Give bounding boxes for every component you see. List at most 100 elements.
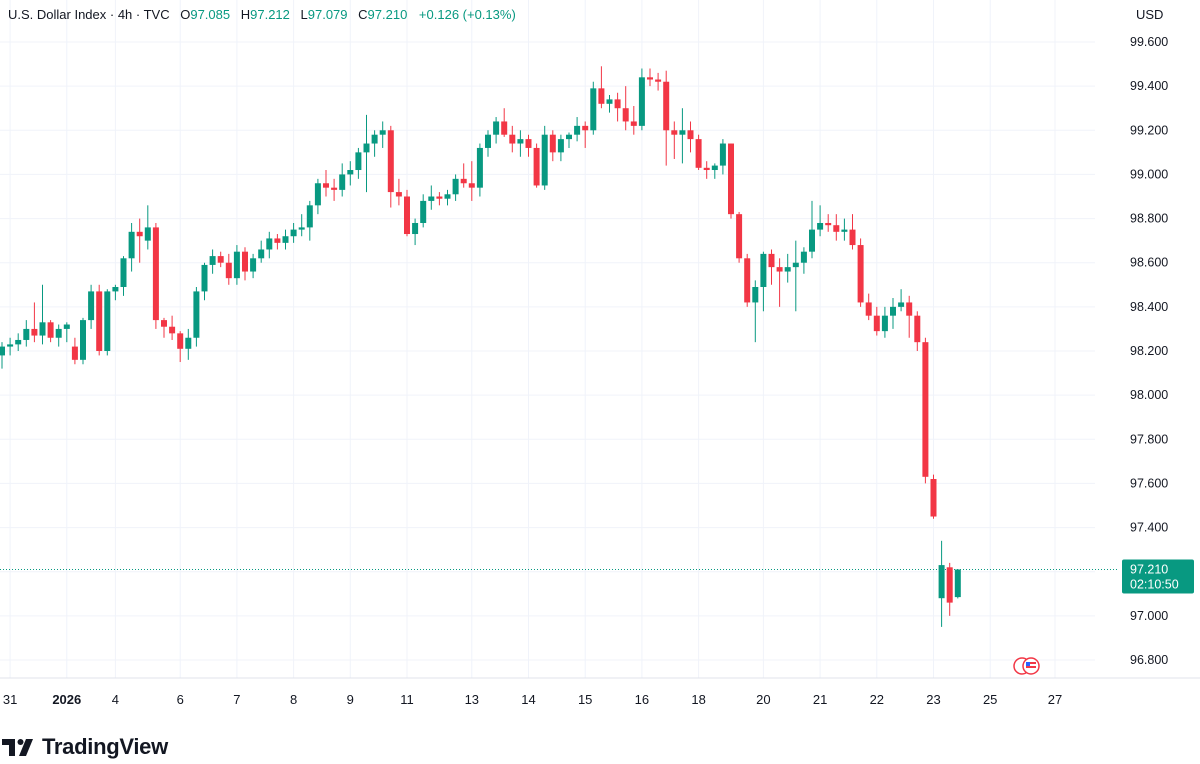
candle [88, 284, 95, 329]
candle-body [468, 183, 475, 188]
candle [404, 189, 410, 237]
candle-body [630, 121, 637, 126]
open-label: O [180, 7, 191, 22]
x-tick-label: 14 [521, 692, 535, 707]
candle-body [760, 253, 767, 287]
candle [760, 251, 767, 312]
currency-label[interactable]: USD [1136, 7, 1164, 22]
candle-body [104, 291, 111, 351]
candle-body [493, 121, 500, 135]
candle [663, 70, 670, 166]
tradingview-logo[interactable]: TradingView [2, 732, 168, 762]
candle [420, 194, 427, 228]
candle-body [954, 569, 961, 598]
candle-body [906, 302, 913, 316]
candle [898, 289, 905, 312]
candle-body [298, 227, 305, 230]
candle [768, 249, 775, 285]
candle [728, 143, 734, 219]
candle [31, 302, 38, 343]
candle-body [817, 222, 824, 230]
candle [290, 222, 297, 243]
price-label-countdown: 02:10:50 [1130, 578, 1179, 592]
candle [444, 189, 451, 206]
candle [47, 320, 54, 343]
candle-body [938, 565, 945, 599]
candle [412, 218, 419, 246]
candle-body [420, 200, 427, 223]
candle-body [371, 134, 378, 144]
candle-body [881, 315, 888, 332]
symbol-label[interactable]: U.S. Dollar Index · 4h · TVC [8, 7, 170, 22]
y-tick-label: 99.600 [1130, 35, 1168, 49]
candle [96, 284, 103, 356]
candle-body [233, 251, 240, 279]
candle-body [792, 262, 799, 268]
candle-body [873, 315, 880, 332]
candle [323, 170, 329, 197]
candle [120, 256, 127, 296]
candle [598, 66, 605, 109]
x-tick-label: 31 [3, 692, 17, 707]
candle-body [557, 139, 564, 153]
candle [104, 289, 111, 356]
candle-body [638, 77, 645, 126]
candle [185, 328, 192, 360]
candle [703, 161, 710, 179]
candle [225, 253, 232, 285]
candle-body [784, 267, 791, 272]
candle-body [825, 222, 832, 226]
candle-body [128, 231, 135, 259]
candle [744, 253, 751, 307]
candle [719, 139, 726, 175]
x-tick-label: 22 [870, 692, 884, 707]
candle [436, 192, 443, 206]
candle-body [355, 152, 362, 171]
candle-body [728, 143, 734, 215]
y-tick-label: 96.800 [1130, 653, 1168, 667]
x-tick-label: 6 [177, 692, 184, 707]
candle [428, 185, 435, 210]
candle-body [752, 286, 759, 303]
candle [695, 134, 702, 171]
candle-body [736, 214, 743, 259]
close-label: C [358, 7, 368, 22]
candle-body [258, 249, 265, 259]
candle-body [39, 322, 46, 336]
candle [679, 108, 686, 164]
candle-body [655, 79, 662, 82]
candle-body [509, 134, 516, 144]
candle-body [323, 183, 329, 188]
candle [282, 229, 289, 250]
candle [485, 130, 491, 157]
candle [736, 211, 743, 263]
candle-body [242, 251, 248, 272]
y-tick-label: 98.200 [1130, 344, 1168, 358]
price-label-box [1122, 559, 1194, 594]
y-tick-label: 97.400 [1130, 521, 1168, 535]
candle-body [306, 205, 313, 228]
candle-body [136, 231, 143, 237]
candle-body [225, 262, 232, 279]
candle-body [768, 253, 775, 268]
candle-body [898, 302, 905, 307]
candle-body [274, 238, 281, 243]
candle [533, 143, 540, 188]
candle [266, 231, 273, 259]
candle [468, 161, 475, 201]
candle-body [800, 251, 807, 263]
candle [922, 337, 929, 484]
candle [242, 247, 248, 281]
low-value: 97.079 [307, 7, 348, 22]
candle [938, 540, 945, 627]
candle-body [574, 125, 581, 135]
candle [55, 324, 62, 347]
events-icon[interactable] [1013, 657, 1040, 675]
candle [930, 474, 937, 519]
x-tick-label: 15 [578, 692, 592, 707]
candle-body [460, 178, 467, 184]
candle-body [525, 139, 532, 148]
candle-body [946, 567, 953, 603]
candle-body [347, 170, 354, 175]
